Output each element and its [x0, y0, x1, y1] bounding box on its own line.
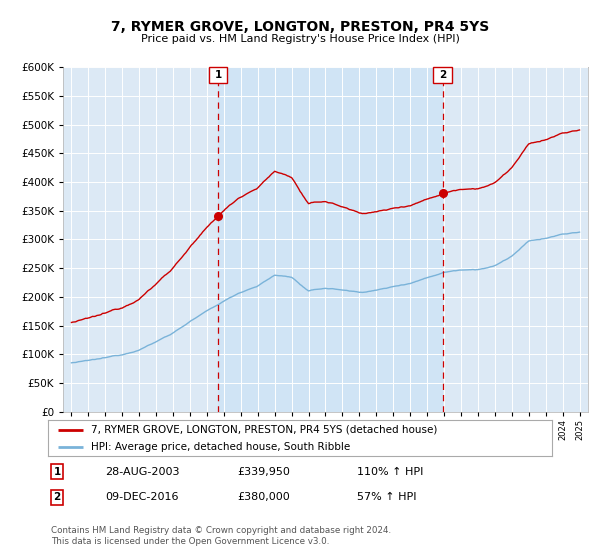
Text: 7, RYMER GROVE, LONGTON, PRESTON, PR4 5YS: 7, RYMER GROVE, LONGTON, PRESTON, PR4 5Y… — [111, 20, 489, 34]
Text: 110% ↑ HPI: 110% ↑ HPI — [357, 466, 424, 477]
Text: 7, RYMER GROVE, LONGTON, PRESTON, PR4 5YS (detached house): 7, RYMER GROVE, LONGTON, PRESTON, PR4 5Y… — [91, 425, 437, 435]
Text: HPI: Average price, detached house, South Ribble: HPI: Average price, detached house, Sout… — [91, 442, 350, 451]
FancyBboxPatch shape — [209, 67, 227, 83]
Text: 2: 2 — [439, 70, 446, 80]
Text: 57% ↑ HPI: 57% ↑ HPI — [357, 492, 416, 502]
Text: 28-AUG-2003: 28-AUG-2003 — [105, 466, 179, 477]
Text: £339,950: £339,950 — [237, 466, 290, 477]
Text: 1: 1 — [214, 70, 221, 80]
Text: 09-DEC-2016: 09-DEC-2016 — [105, 492, 179, 502]
FancyBboxPatch shape — [433, 67, 452, 83]
Text: Price paid vs. HM Land Registry's House Price Index (HPI): Price paid vs. HM Land Registry's House … — [140, 34, 460, 44]
Text: Contains HM Land Registry data © Crown copyright and database right 2024.
This d: Contains HM Land Registry data © Crown c… — [51, 526, 391, 546]
Bar — [218, 67, 443, 412]
Text: £380,000: £380,000 — [237, 492, 290, 502]
Text: 1: 1 — [53, 466, 61, 477]
Text: 2: 2 — [53, 492, 61, 502]
